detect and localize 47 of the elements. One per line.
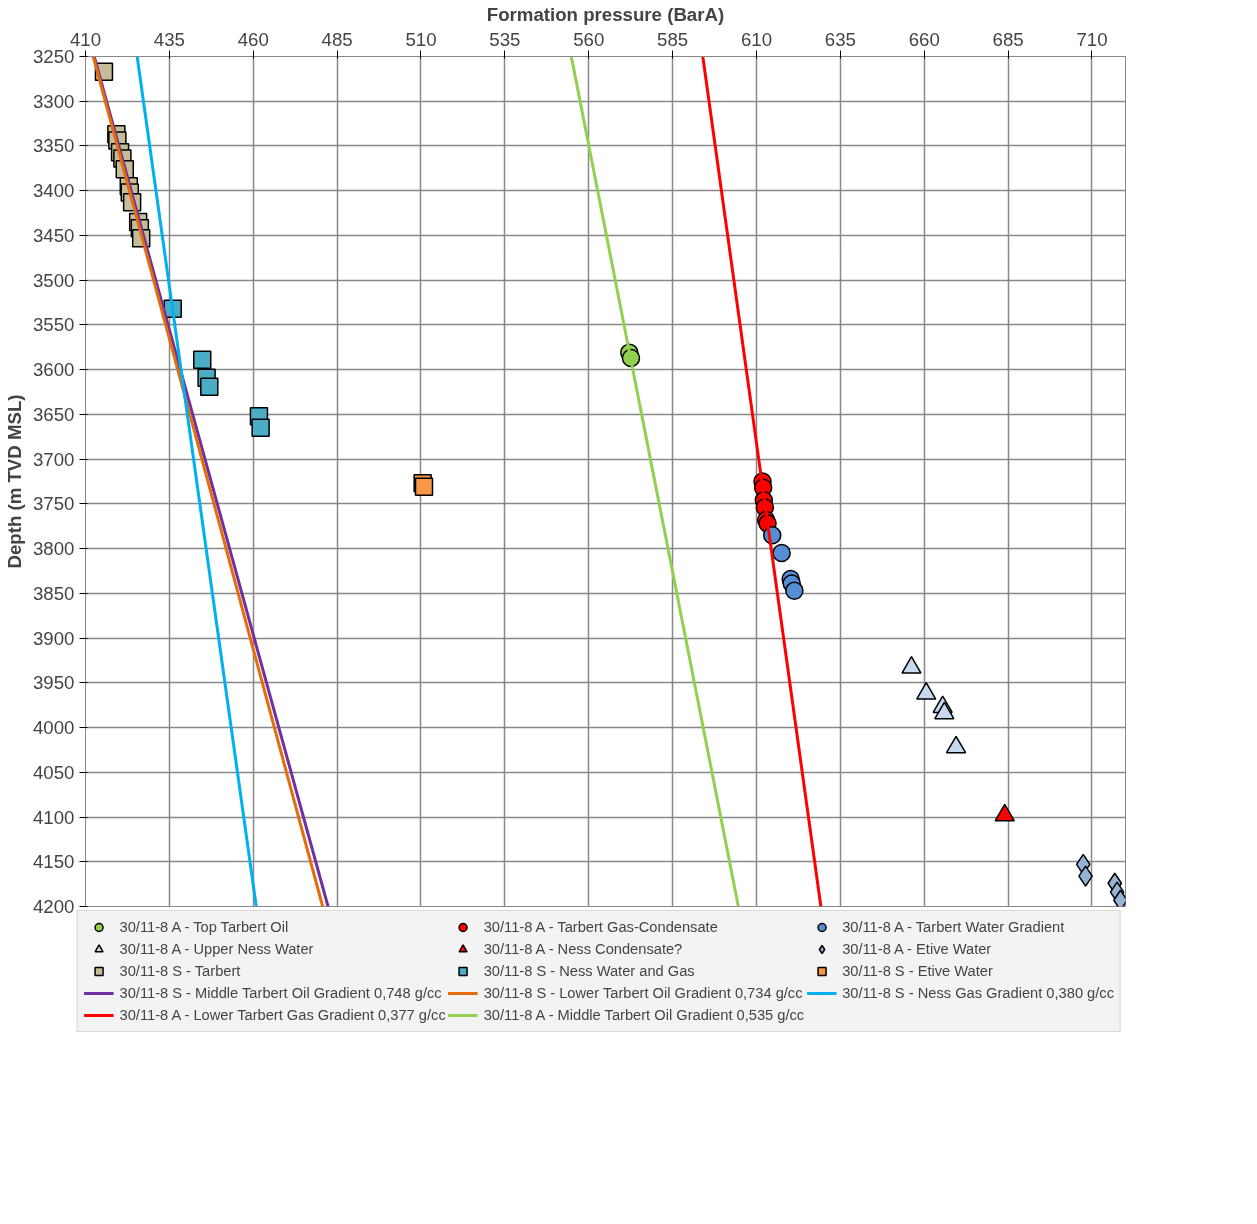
x-tick-label: 485 bbox=[321, 28, 353, 50]
y-tick-label: 3350 bbox=[33, 135, 75, 157]
y-tick-label: 3850 bbox=[33, 582, 75, 604]
legend-label: 30/11-8 S - Middle Tarbert Oil Gradient 0,748 g/cc bbox=[119, 985, 442, 1001]
y-axis-title: Depth (m TVD MSL) bbox=[4, 394, 25, 569]
x-tick-label: 435 bbox=[153, 28, 185, 50]
x-tick-label: 535 bbox=[489, 28, 521, 50]
y-tick-label: 3450 bbox=[33, 224, 75, 246]
x-tick-label: 660 bbox=[908, 28, 940, 50]
y-tick-label: 3650 bbox=[33, 403, 75, 425]
y-tick-label: 4200 bbox=[33, 896, 75, 917]
y-tick-label: 3550 bbox=[33, 314, 75, 336]
legend-label: 30/11-8 A - Tarbert Water Gradient bbox=[842, 919, 1065, 935]
legend-label: 30/11-8 A - Top Tarbert Oil bbox=[119, 919, 289, 935]
legend-label: 30/11-8 A - Upper Ness Water bbox=[119, 941, 314, 957]
x-axis-title: Formation pressure (BarA) bbox=[486, 3, 725, 25]
y-tick-label: 4000 bbox=[33, 717, 75, 739]
y-tick-label: 3700 bbox=[33, 448, 75, 470]
legend-label: 30/11-8 S - Ness Water and Gas bbox=[483, 963, 695, 979]
x-tick-label: 585 bbox=[657, 28, 689, 50]
y-tick-label: 4050 bbox=[33, 761, 75, 783]
legend-label: 30/11-8 A - Lower Tarbert Gas Gradient 0,377 g/cc bbox=[119, 1007, 446, 1023]
x-tick-label: 710 bbox=[1076, 28, 1108, 50]
x-tick-label: 610 bbox=[740, 28, 773, 50]
y-tick-label: 3300 bbox=[33, 90, 75, 112]
legend-label: 30/11-8 S - Lower Tarbert Oil Gradient 0,734 g/cc bbox=[483, 985, 803, 1001]
x-tick-label: 685 bbox=[992, 28, 1024, 50]
y-tick-label: 3800 bbox=[33, 538, 75, 560]
legend-label: 30/11-8 S - Etive Water bbox=[842, 963, 993, 979]
x-tick-label: 635 bbox=[824, 28, 856, 50]
y-tick-label: 3500 bbox=[33, 269, 75, 291]
legend-label: 30/11-8 S - Tarbert bbox=[119, 963, 241, 979]
y-tick-label: 3750 bbox=[33, 493, 75, 515]
y-tick-label: 3950 bbox=[33, 672, 75, 694]
y-tick-label: 3400 bbox=[33, 180, 75, 202]
legend-label: 30/11-8 A - Ness Condensate? bbox=[483, 941, 683, 957]
y-tick-label: 3900 bbox=[33, 627, 75, 649]
y-tick-label: 4150 bbox=[33, 851, 75, 873]
x-tick-label: 560 bbox=[573, 28, 605, 50]
legend-label: 30/11-8 A - Etive Water bbox=[842, 941, 992, 957]
x-tick-label: 460 bbox=[237, 28, 269, 50]
x-tick-label: 510 bbox=[405, 28, 437, 50]
legend-label: 30/11-8 A - Tarbert Gas-Condensate bbox=[483, 919, 718, 935]
legend-label: 30/11-8 S - Ness Gas Gradient 0,380 g/cc bbox=[842, 985, 1114, 1001]
y-tick-label: 4100 bbox=[33, 806, 75, 828]
y-tick-label: 3600 bbox=[33, 359, 75, 381]
legend-label: 30/11-8 A - Middle Tarbert Oil Gradient 0,535 g/cc bbox=[483, 1007, 805, 1023]
